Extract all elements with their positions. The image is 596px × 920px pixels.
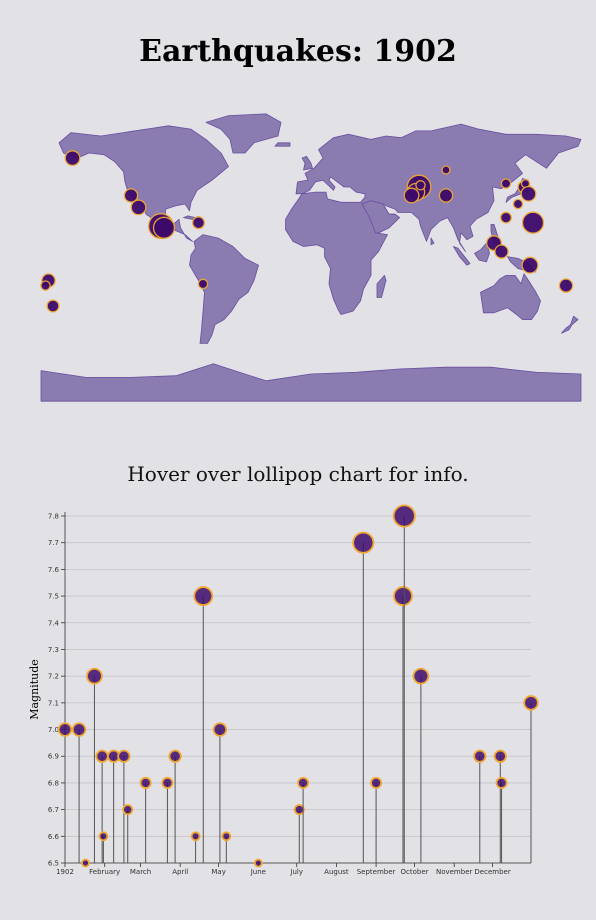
lollipop-point[interactable] — [98, 831, 109, 842]
y-tick-label: 7.8 — [48, 513, 59, 521]
lollipop-point[interactable] — [392, 504, 416, 528]
madagascar-shape — [376, 274, 387, 298]
x-tick-label: March — [130, 868, 151, 876]
x-tick-label: April — [172, 868, 188, 876]
quake-marker[interactable] — [191, 216, 206, 230]
lollipop-point[interactable] — [297, 776, 310, 789]
lollipop-point[interactable] — [412, 667, 430, 685]
greenland-shape — [205, 113, 282, 154]
lollipop-point[interactable] — [168, 749, 182, 763]
y-tick-label: 7.4 — [48, 619, 60, 627]
quake-marker[interactable] — [415, 180, 426, 191]
x-tick-label: February — [89, 868, 120, 876]
lollipop-point[interactable] — [370, 776, 383, 789]
quake-marker[interactable] — [40, 280, 51, 291]
x-tick-label: 1902 — [56, 868, 74, 876]
x-tick-label: October — [400, 868, 428, 876]
y-tick-label: 7.3 — [48, 646, 59, 654]
y-tick-label: 6.6 — [48, 833, 60, 841]
quake-markers — [40, 150, 574, 313]
quake-marker[interactable] — [520, 185, 537, 202]
quake-marker[interactable] — [521, 211, 545, 234]
y-tick-label: 7.5 — [48, 593, 59, 601]
arabia-overlap-shape — [361, 200, 400, 234]
y-tick-label: 7.6 — [48, 566, 60, 574]
lollipop-point[interactable] — [117, 749, 131, 763]
quake-marker[interactable] — [500, 178, 512, 189]
x-tick-label: September — [357, 868, 396, 876]
lollipop-point[interactable] — [139, 776, 152, 789]
x-tick-label: June — [250, 868, 266, 876]
lollipop-point[interactable] — [293, 804, 305, 816]
lollipop-point[interactable] — [221, 831, 232, 842]
quake-marker[interactable] — [558, 278, 574, 293]
iceland-shape — [274, 142, 291, 147]
y-tick-label: 7.0 — [48, 726, 59, 734]
y-tick-label: 7.1 — [48, 699, 59, 707]
quake-marker[interactable] — [438, 188, 454, 203]
quake-marker[interactable] — [64, 150, 81, 167]
y-tick-label: 6.5 — [48, 860, 59, 868]
lollipop-point[interactable] — [393, 586, 413, 606]
x-tick-label: November — [436, 868, 473, 876]
quake-marker[interactable] — [500, 211, 512, 224]
lollipop-point[interactable] — [161, 776, 174, 789]
lollipop-point[interactable] — [495, 776, 508, 789]
australia-shape — [480, 273, 541, 321]
indonesia-borneo-shape — [474, 242, 490, 263]
quake-marker[interactable] — [152, 216, 176, 239]
lollipop-point[interactable] — [493, 749, 507, 763]
x-tick-label: August — [324, 868, 349, 876]
quake-marker[interactable] — [403, 187, 420, 204]
lollipop-point[interactable] — [122, 804, 134, 816]
quake-marker[interactable] — [46, 299, 60, 313]
quake-marker[interactable] — [130, 199, 147, 216]
y-tick-label: 7.2 — [48, 673, 59, 681]
lollipop-point[interactable] — [81, 858, 90, 868]
lollipop-point[interactable] — [95, 749, 109, 763]
lollipop-point[interactable] — [523, 695, 539, 711]
lollipop-chart: 6.5 6.6 6.7 6.8 6.9 7.0 7.1 7.2 7.3 7.4 7.5 7.6 7.7 7… — [28, 504, 539, 876]
x-tick-label: July — [289, 868, 303, 876]
quake-marker[interactable] — [521, 256, 539, 274]
eurasia-africa-shape — [285, 123, 582, 315]
y-axis-title: Magnitude — [28, 659, 41, 720]
hover-hint: Hover over lollipop chart for info. — [127, 462, 469, 486]
page-title: Earthquakes: 1902 — [139, 34, 457, 69]
lollipop-point[interactable] — [57, 722, 73, 737]
quake-marker[interactable] — [123, 188, 139, 203]
lollipop-point[interactable] — [352, 531, 375, 554]
new-zealand-shape — [561, 315, 579, 334]
x-axis: 1902 February March April May June July August S… — [56, 862, 531, 876]
uk-shape — [301, 156, 313, 171]
sri-lanka-shape — [430, 237, 435, 246]
y-tick-label: 7.7 — [48, 539, 59, 547]
indonesia-sumatra-shape — [453, 246, 471, 266]
lollipop-point[interactable] — [473, 749, 487, 763]
lollipop-point[interactable] — [86, 667, 103, 685]
lollipop-point[interactable] — [71, 722, 87, 737]
quake-marker[interactable] — [441, 165, 451, 175]
lollipop-point[interactable] — [212, 722, 228, 737]
lollipop-point[interactable] — [193, 586, 214, 606]
quake-marker[interactable] — [512, 198, 524, 210]
lollipop-point[interactable] — [190, 831, 201, 842]
quake-marker[interactable] — [197, 278, 209, 290]
y-tick-label: 6.8 — [48, 779, 59, 787]
lollipop-series — [57, 504, 539, 868]
y-tick-label: 6.7 — [48, 806, 59, 814]
land-masses — [40, 113, 582, 402]
y-tick-label: 6.9 — [48, 753, 59, 761]
x-tick-label: December — [474, 868, 510, 876]
y-axis: 6.5 6.6 6.7 6.8 6.9 7.0 7.1 7.2 7.3 7.4 7.5 7.6 7.7 7… — [48, 512, 66, 868]
antarctica-shape — [40, 363, 582, 402]
world-map — [40, 113, 582, 402]
north-america-shape — [58, 125, 229, 242]
quake-marker[interactable] — [494, 244, 509, 259]
south-america-shape — [189, 234, 259, 344]
lollipop-point[interactable] — [253, 858, 263, 868]
x-tick-label: May — [211, 868, 225, 876]
